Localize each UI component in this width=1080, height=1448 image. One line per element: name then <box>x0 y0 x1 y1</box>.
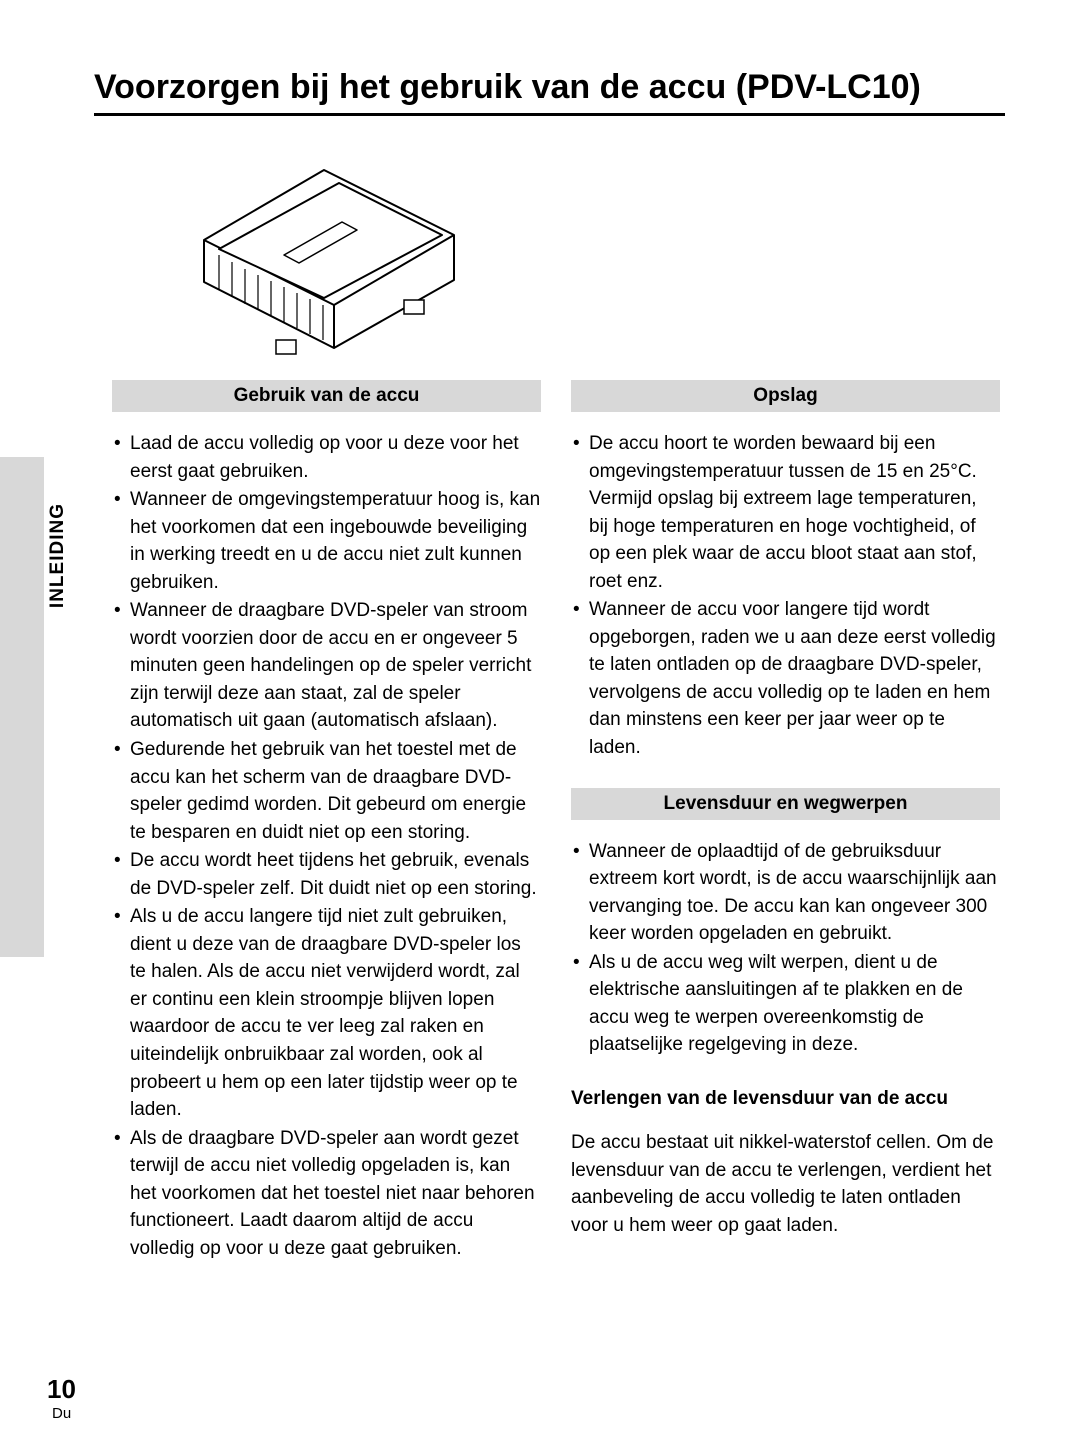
side-tab <box>0 457 44 957</box>
section-header-storage: Opslag <box>571 380 1000 412</box>
left-column: Gebruik van de accu Laad de accu volledi… <box>112 380 541 1263</box>
list-item: Wanneer de omgevingstemperatuur hoog is,… <box>112 486 541 596</box>
list-item: Laad de accu volledig op voor u deze voo… <box>112 430 541 485</box>
page-number: 10 <box>47 1374 76 1405</box>
language-code: Du <box>52 1405 71 1422</box>
storage-list: De accu hoort te worden bewaard bij een … <box>571 430 1000 762</box>
list-item: De accu hoort te worden bewaard bij een … <box>571 430 1000 595</box>
right-column: Opslag De accu hoort te worden bewaard b… <box>571 380 1000 1263</box>
list-item: Wanneer de draagbare DVD-speler van stro… <box>112 597 541 735</box>
list-item: De accu wordt heet tijdens het gebruik, … <box>112 847 541 902</box>
list-item: Wanneer de oplaadtijd of de gebruiksduur… <box>571 838 1000 948</box>
section-side-label: INLEIDING <box>47 503 69 608</box>
list-item: Als de draagbare DVD-speler aan wordt ge… <box>112 1125 541 1263</box>
lifespan-list: Wanneer de oplaadtijd of de gebruiksduur… <box>571 838 1000 1059</box>
subheading-extend: Verlengen van de levensduur van de accu <box>571 1081 1000 1117</box>
list-item: Als u de accu weg wilt werpen, dient u d… <box>571 949 1000 1059</box>
extend-paragraph: De accu bestaat uit nikkel-waterstof cel… <box>571 1129 1000 1239</box>
section-header-lifespan: Levensduur en wegwerpen <box>571 788 1000 820</box>
usage-list: Laad de accu volledig op voor u deze voo… <box>112 430 541 1262</box>
section-header-usage: Gebruik van de accu <box>112 380 541 412</box>
page-title: Voorzorgen bij het gebruik van de accu (… <box>94 68 1005 116</box>
list-item: Wanneer de accu voor langere tijd wordt … <box>571 596 1000 761</box>
battery-illustration <box>184 150 474 370</box>
list-item: Als u de accu langere tijd niet zult geb… <box>112 903 541 1123</box>
list-item: Gedurende het gebruik van het toestel me… <box>112 736 541 846</box>
